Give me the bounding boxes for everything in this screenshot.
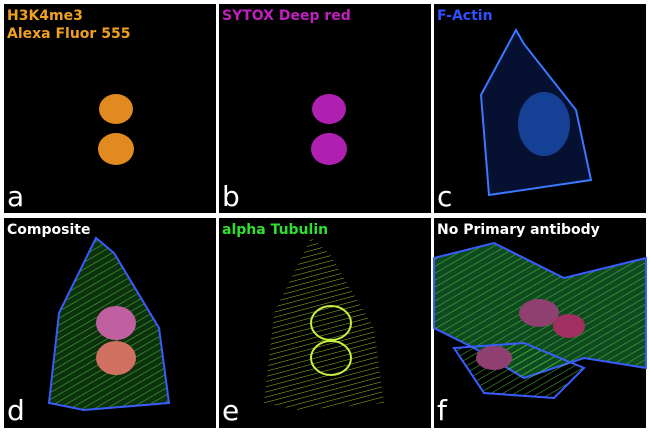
nucleus-outline (310, 340, 352, 376)
nucleus (98, 133, 134, 165)
nucleus (519, 299, 559, 327)
panel-title: Composite (7, 222, 90, 238)
panel: Composite d (4, 218, 216, 428)
panel-title: H3K4me3 (7, 8, 83, 24)
panel-title: No Primary antibody (437, 222, 600, 238)
nucleus (96, 341, 136, 375)
panel-title: Alexa Fluor 555 (7, 26, 130, 42)
panel: alpha Tubulin e (219, 218, 431, 428)
cell-fibers (264, 238, 384, 410)
nucleus (99, 94, 133, 124)
panel: H3K4me3 Alexa Fluor 555 a (4, 4, 216, 213)
nucleus (553, 314, 585, 338)
panel-letter: a (7, 180, 24, 213)
panel-letter: d (7, 394, 25, 427)
panel: No Primary antibody f (433, 218, 647, 428)
panel-title: F-Actin (437, 8, 493, 24)
panel-letter: e (222, 394, 239, 427)
panel-title: alpha Tubulin (222, 222, 328, 238)
nucleus (311, 133, 347, 165)
nucleus (96, 306, 136, 340)
nucleus (476, 346, 512, 370)
nucleus (312, 94, 346, 124)
panel-letter: b (222, 180, 240, 213)
nucleus (518, 92, 570, 156)
panel-letter: c (437, 180, 452, 213)
panel-title: SYTOX Deep red (222, 8, 351, 24)
panel-letter: f (437, 394, 448, 427)
panel: SYTOX Deep red b (219, 4, 431, 213)
panel: F-Actin c (434, 4, 646, 213)
